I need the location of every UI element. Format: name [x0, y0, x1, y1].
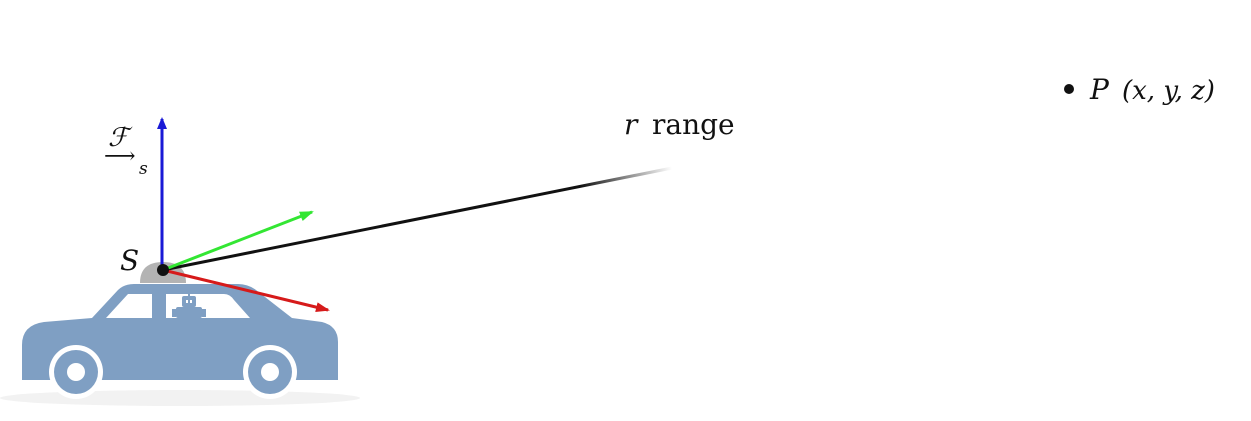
range-label: range: [652, 108, 735, 141]
sensor-origin-dot: [157, 264, 169, 276]
car-window-front: [106, 294, 152, 318]
sensor-label: S: [120, 244, 139, 277]
range-ray: [161, 166, 674, 272]
car-icon: [22, 284, 338, 399]
frame-arrow: ⟶: [104, 144, 136, 169]
range-variable: r: [624, 108, 639, 141]
point-p-dot: [1064, 84, 1074, 94]
point-coordinates: (x, y, z): [1122, 76, 1215, 106]
ground-shadow: [0, 390, 360, 406]
point-name: P: [1089, 73, 1110, 106]
car-wheel-front-hub: [67, 363, 85, 381]
y-axis-arrow: [162, 210, 314, 272]
car-wheel-rear-hub: [261, 363, 279, 381]
x-axis-arrow: [162, 268, 330, 313]
frame-subscript: s: [139, 159, 148, 179]
robot-icon: [172, 292, 206, 318]
